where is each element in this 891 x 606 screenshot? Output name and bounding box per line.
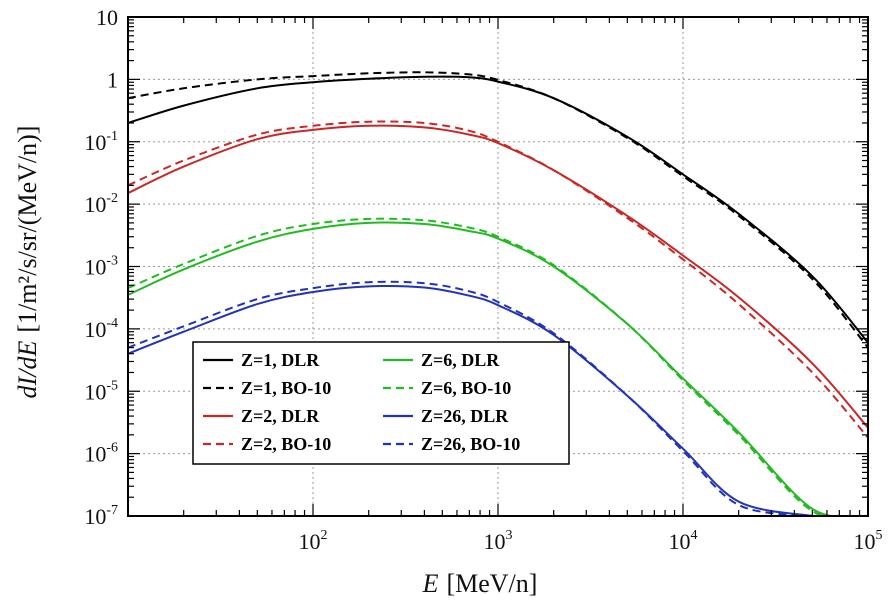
x-axis-unit: [MeV/n] xyxy=(446,569,537,598)
x-tick-labels: 102 103 104 105 xyxy=(299,528,883,554)
series-lines xyxy=(128,71,868,516)
legend-label: Z=2, BO-10 xyxy=(241,434,331,454)
y-axis-variable: dI/dE xyxy=(13,341,42,399)
y-tick-labels: 10 1 10-1 10-2 10-3 10-4 10-5 10-6 10-7 xyxy=(84,5,118,529)
legend-label: Z=1, DLR xyxy=(241,350,320,370)
plot-frame xyxy=(127,16,869,517)
legend-box xyxy=(192,341,570,465)
y-tick-label: 1 xyxy=(107,67,118,92)
legend-label: Z=6, DLR xyxy=(421,350,500,370)
legend: Z=1, DLR Z=1, BO-10 Z=2, DLR Z=2, BO-10 Z=6,… xyxy=(192,341,570,465)
x-tick-label: 102 xyxy=(299,528,328,554)
legend-label: Z=26, BO-10 xyxy=(421,434,520,454)
series-line-4 xyxy=(128,221,868,516)
x-tick-label: 104 xyxy=(669,528,698,554)
series-line-3 xyxy=(128,120,868,439)
series-line-7 xyxy=(128,280,813,516)
series-line-5 xyxy=(128,217,868,516)
y-tick-label: 10-1 xyxy=(84,129,118,155)
legend-label: Z=1, BO-10 xyxy=(241,378,331,398)
x-tick-label: 105 xyxy=(854,528,883,554)
y-tick-label: 10-7 xyxy=(84,503,118,529)
series-line-1 xyxy=(128,71,868,349)
legend-label: Z=2, DLR xyxy=(241,406,320,426)
x-tick-label: 103 xyxy=(484,528,513,554)
y-tick-label: 10 xyxy=(96,5,118,30)
y-axis-unit: [1/m²/s/sr/(MeV/n)] xyxy=(13,126,42,333)
series-line-6 xyxy=(128,285,813,516)
y-axis-title: dI/dE [1/m²/s/sr/(MeV/n)] xyxy=(13,126,42,399)
legend-label: Z=26, DLR xyxy=(421,406,509,426)
series-line-2 xyxy=(128,124,868,429)
y-tick-label: 10-5 xyxy=(84,378,118,404)
y-tick-label: 10-4 xyxy=(84,316,118,342)
x-axis-variable: E xyxy=(422,569,439,598)
y-tick-label: 10-2 xyxy=(84,191,118,217)
x-axis-title: E [MeV/n] xyxy=(422,569,538,598)
y-tick-label: 10-6 xyxy=(84,441,118,467)
legend-label: Z=6, BO-10 xyxy=(421,378,511,398)
y-tick-label: 10-3 xyxy=(84,254,118,280)
series-line-0 xyxy=(128,75,868,344)
